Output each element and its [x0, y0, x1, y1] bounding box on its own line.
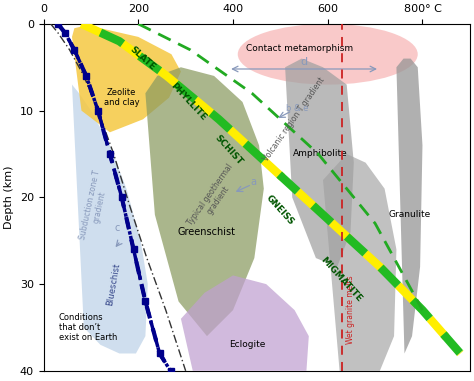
Polygon shape	[285, 59, 354, 267]
Text: SLATE: SLATE	[128, 45, 156, 72]
Text: Conditions
that don’t
exist on Earth: Conditions that don’t exist on Earth	[59, 312, 117, 343]
Text: Eclogite: Eclogite	[229, 340, 265, 349]
Text: Subduction zone T
gradient: Subduction zone T gradient	[78, 170, 111, 243]
Text: Greenschist: Greenschist	[178, 227, 236, 237]
Polygon shape	[181, 275, 309, 371]
Text: Typical geothermal
gradient: Typical geothermal gradient	[185, 162, 243, 233]
Text: c: c	[114, 223, 119, 233]
Polygon shape	[396, 59, 422, 354]
Text: Contact metamorphism: Contact metamorphism	[246, 44, 353, 53]
Text: a: a	[251, 177, 257, 187]
Polygon shape	[323, 154, 396, 371]
Text: MIGMATITE: MIGMATITE	[319, 256, 364, 304]
Text: Wet granite melts: Wet granite melts	[346, 276, 355, 344]
Text: PHYLLITE: PHYLLITE	[168, 82, 208, 123]
Y-axis label: Depth (km): Depth (km)	[4, 166, 14, 229]
Polygon shape	[146, 67, 264, 336]
Text: Blueschist: Blueschist	[106, 262, 122, 306]
Text: SCHIST: SCHIST	[213, 133, 244, 166]
Ellipse shape	[238, 24, 418, 85]
Text: b & e: b & e	[286, 104, 308, 114]
Text: Amphibolite: Amphibolite	[293, 149, 348, 158]
Text: Zeolite
and clay: Zeolite and clay	[104, 88, 139, 107]
Text: d: d	[301, 57, 308, 67]
Text: Granulite: Granulite	[389, 210, 431, 219]
Polygon shape	[72, 85, 148, 354]
Text: GNEISS: GNEISS	[264, 194, 295, 227]
Text: Volcanic region T gradient: Volcanic region T gradient	[262, 75, 327, 163]
Polygon shape	[72, 27, 181, 132]
